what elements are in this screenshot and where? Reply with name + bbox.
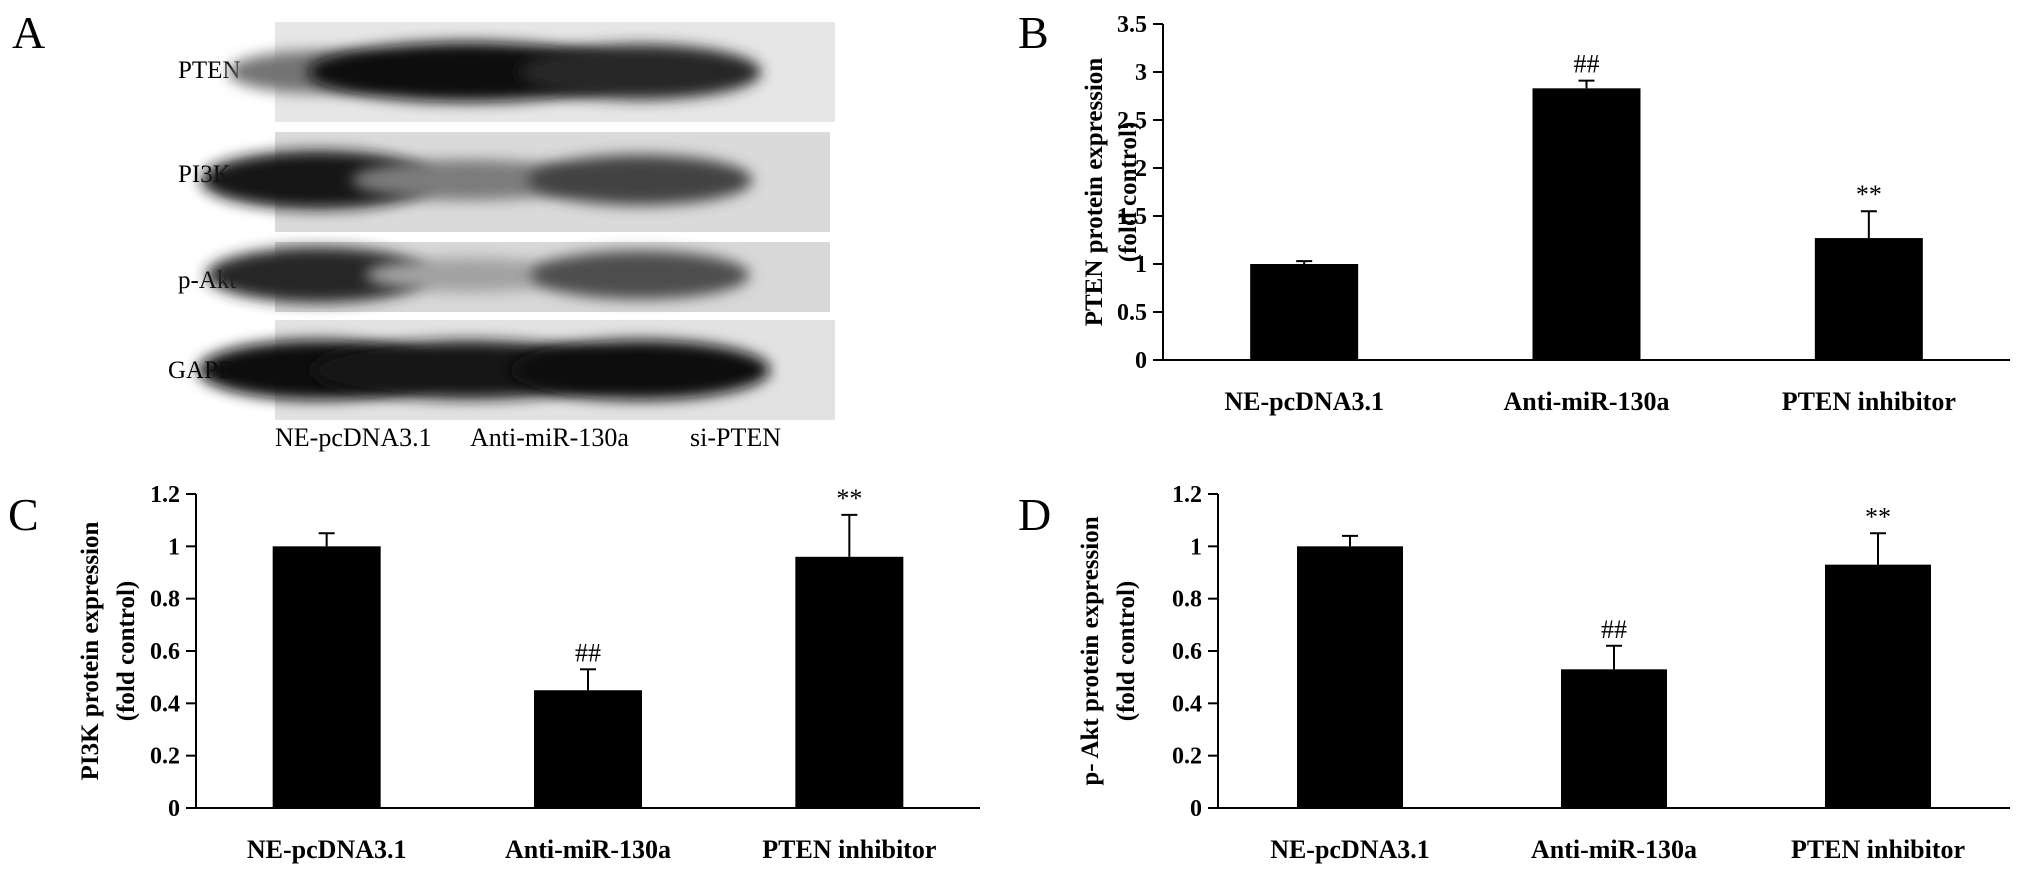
x-tick-label-c-2: Anti-miR-130a — [505, 835, 671, 864]
y-axis-label-sub-b: (fold control) — [1115, 122, 1142, 263]
y-tick-label-d: 0.8 — [1172, 587, 1202, 613]
bar-c-2 — [534, 690, 642, 808]
significance-mark-d-2: ## — [1601, 615, 1627, 644]
panel-letter-b: B — [1018, 7, 1049, 58]
y-axis-label-c: PI3K protein expression — [77, 522, 104, 781]
y-axis-label-sub-c: (fold control) — [113, 581, 140, 722]
blot-band-pi3k-lane-3 — [527, 154, 753, 206]
x-tick-label-b-2: Anti-miR-130a — [1503, 387, 1669, 416]
y-tick-label-d: 1.2 — [1172, 482, 1202, 508]
blot-band-pakt-lane-1 — [206, 247, 430, 303]
significance-mark-c-2: ## — [575, 638, 601, 667]
y-tick-label-b: 3 — [1135, 60, 1147, 86]
x-tick-label-b-3: PTEN inhibitor — [1782, 387, 1956, 416]
y-tick-label-d: 0 — [1190, 796, 1202, 822]
y-tick-label-d: 1 — [1190, 534, 1202, 560]
y-axis-label-b: PTEN protein expression — [1081, 58, 1108, 327]
blot-lane-label-1: NE-pcDNA3.1 — [275, 423, 432, 452]
y-tick-label-b: 2 — [1135, 156, 1147, 182]
y-tick-label-d: 0.4 — [1172, 691, 1202, 717]
x-tick-label-d-2: Anti-miR-130a — [1531, 835, 1697, 864]
panel-letter-c: C — [8, 489, 39, 540]
bar-b-1 — [1250, 264, 1359, 360]
y-tick-label-b: 1.5 — [1117, 204, 1147, 230]
x-tick-label-b-1: NE-pcDNA3.1 — [1224, 387, 1384, 416]
y-tick-label-c: 1.2 — [150, 482, 180, 508]
blot-band-pakt-lane-2 — [365, 257, 571, 293]
y-tick-label-c: 0.2 — [150, 744, 180, 770]
y-tick-label-b: 2.5 — [1117, 108, 1147, 134]
y-tick-label-d: 0.6 — [1172, 639, 1202, 665]
x-tick-label-c-1: NE-pcDNA3.1 — [247, 835, 407, 864]
y-tick-label-c: 0.4 — [150, 691, 180, 717]
y-tick-label-d: 0.2 — [1172, 744, 1202, 770]
x-tick-label-d-3: PTEN inhibitor — [1791, 835, 1965, 864]
y-tick-label-b: 0 — [1135, 348, 1147, 374]
bar-b-3 — [1814, 238, 1923, 360]
y-tick-label-b: 0.5 — [1117, 300, 1147, 326]
bar-d-3 — [1825, 564, 1931, 808]
blot-band-pi3k-lane-1 — [200, 150, 436, 210]
blot-lane-label-3: si-PTEN — [690, 423, 781, 452]
significance-mark-b-3: ** — [1856, 180, 1882, 209]
y-tick-label-c: 0 — [168, 796, 180, 822]
y-tick-label-b: 1 — [1135, 252, 1147, 278]
blot-lane-label-2: Anti-miR-130a — [470, 423, 629, 452]
y-tick-label-c: 0.6 — [150, 639, 180, 665]
blot-band-pakt-lane-3 — [530, 250, 750, 300]
y-axis-label-sub-d: (fold control) — [1113, 581, 1140, 722]
panel-letter-d: D — [1018, 489, 1052, 540]
panel-letter-a: A — [12, 7, 46, 58]
y-tick-label-c: 1 — [168, 534, 180, 560]
y-tick-label-c: 0.8 — [150, 587, 180, 613]
significance-mark-b-2: ## — [1574, 50, 1600, 79]
y-axis-label-d: p- Akt protein expression — [1077, 516, 1104, 785]
bar-c-1 — [272, 546, 381, 808]
bar-d-2 — [1561, 669, 1667, 808]
x-tick-label-c-3: PTEN inhibitor — [762, 835, 936, 864]
bar-d-1 — [1297, 546, 1403, 808]
bar-c-3 — [795, 556, 904, 808]
blot-band-pi3k-lane-2 — [351, 159, 585, 201]
blot-band-gapdh-lane-3 — [510, 340, 770, 400]
bar-b-2 — [1532, 88, 1641, 360]
x-tick-label-d-1: NE-pcDNA3.1 — [1270, 835, 1430, 864]
blot-band-pten-lane-3 — [518, 44, 762, 100]
y-tick-label-b: 3.5 — [1117, 12, 1147, 38]
significance-mark-d-3: ** — [1865, 502, 1891, 531]
significance-mark-c-3: ** — [836, 484, 862, 513]
